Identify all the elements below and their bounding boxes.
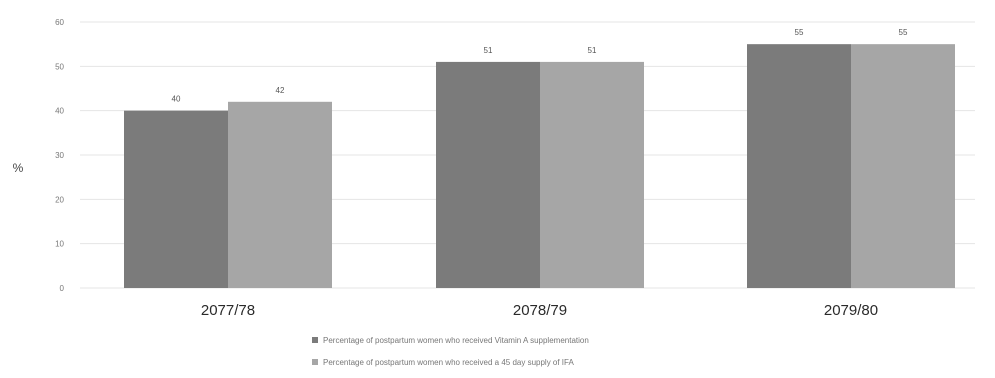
bars [124,44,955,289]
bar [747,44,851,288]
data-labels: 40 42 51 51 55 55 [172,28,908,104]
bar [540,61,644,289]
bar [228,101,332,288]
bar [436,61,540,289]
data-label: 51 [484,46,493,55]
y-tick-label: 30 [55,151,64,160]
y-axis-label: % [13,161,24,175]
data-label: 55 [795,28,804,37]
x-tick-label: 2079/80 [824,302,878,319]
legend-item-ifa: Percentage of postpartum women who recei… [312,356,589,368]
legend-swatch-ifa [312,359,318,365]
legend-item-vitamin-a: Percentage of postpartum women who recei… [312,334,589,346]
data-label: 42 [276,86,285,95]
legend-label-ifa: Percentage of postpartum women who recei… [323,357,574,367]
y-tick-label: 10 [55,240,64,249]
x-tick-label: 2077/78 [201,302,255,319]
y-tick-label: 20 [55,195,64,204]
y-tick-label: 0 [60,284,65,293]
legend-label-vitamin-a: Percentage of postpartum women who recei… [323,335,589,345]
data-label: 51 [588,46,597,55]
x-tick-label: 2078/79 [513,302,567,319]
bar [851,44,955,288]
x-axis-ticks: 2077/78 2078/79 2079/80 [201,302,878,319]
legend-swatch-vitamin-a [312,337,318,343]
y-tick-label: 40 [55,107,64,116]
data-label: 40 [172,95,181,104]
y-tick-label: 60 [55,18,64,27]
bar [124,110,228,289]
legend: Percentage of postpartum women who recei… [312,334,589,378]
data-label: 55 [899,28,908,37]
y-axis-ticks: 0 10 20 30 40 50 60 [55,18,64,293]
y-tick-label: 50 [55,62,64,71]
